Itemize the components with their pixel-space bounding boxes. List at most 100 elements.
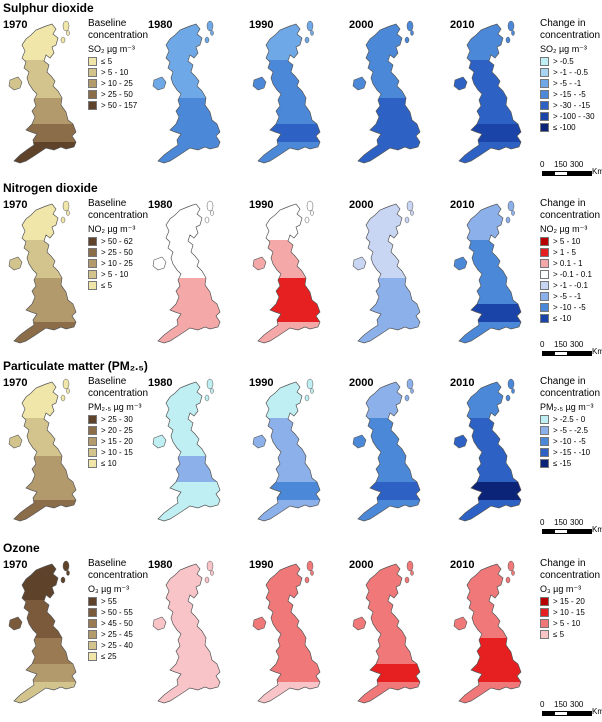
map-region-3 <box>14 304 76 322</box>
scale-unit: Km <box>592 347 602 356</box>
scale-tick: 150 <box>554 700 568 709</box>
scale-tick: 300 <box>570 518 584 527</box>
change-legend-item: ≤ -10 <box>540 313 592 324</box>
scale-bar: 0 150 300 Km <box>540 160 602 180</box>
island-2 <box>66 388 70 394</box>
section-title: Nitrogen dioxide <box>3 181 98 195</box>
map-region-2 <box>358 98 420 124</box>
map-1970 <box>8 560 77 704</box>
northern-ireland <box>8 256 23 271</box>
island-0 <box>206 378 214 390</box>
year-label: 1990 <box>249 377 274 389</box>
island-0 <box>62 200 70 212</box>
change-legend-swatch <box>540 597 549 606</box>
change-legend-item: > 0.1 - 1 <box>540 258 592 269</box>
change-legend-swatch <box>540 281 549 290</box>
scale-bar-graphic <box>542 711 592 716</box>
baseline-legend-heading-line: Baseline <box>88 376 127 387</box>
change-legend-item: > -30 - -15 <box>540 100 595 111</box>
northern-ireland <box>152 616 167 631</box>
year-label: 2000 <box>349 559 374 571</box>
island-1 <box>60 394 66 402</box>
baseline-legend-label: > 20 - 25 <box>101 426 133 435</box>
island-2 <box>210 30 214 36</box>
island-0 <box>507 560 515 572</box>
baseline-legend-swatch <box>88 259 97 268</box>
change-legend-item: > -5 - -1 <box>540 291 592 302</box>
change-legend-heading-line: Change in <box>540 376 586 387</box>
baseline-legend-label: ≤ 10 <box>101 459 117 468</box>
year-label: 1970 <box>3 19 28 31</box>
baseline-legend-label: > 5 - 10 <box>101 270 129 279</box>
map-region-2 <box>158 638 220 664</box>
northern-ireland <box>252 434 267 449</box>
map-region-4 <box>14 682 76 703</box>
island-2 <box>410 570 414 576</box>
change-legend-swatch <box>540 57 549 66</box>
map-2000 <box>352 560 421 704</box>
baseline-legend-item: > 25 - 50 <box>88 247 133 258</box>
coastline <box>357 23 421 164</box>
northern-ireland <box>453 434 468 449</box>
change-legend-label: > 15 - 20 <box>553 597 585 606</box>
change-legend-item: > -1 - -0.1 <box>540 280 592 291</box>
change-legend-label: > -2.5 - 0 <box>553 415 586 424</box>
baseline-legend-heading-line: concentration <box>88 570 149 581</box>
coastline <box>13 203 77 344</box>
map-region-2 <box>14 456 76 482</box>
year-label: 1980 <box>148 559 173 571</box>
change-legend-item: > -10 - -5 <box>540 436 590 447</box>
coastline <box>157 381 221 522</box>
year-label: 1990 <box>249 199 274 211</box>
change-legend-label: > 1 - 5 <box>553 248 576 257</box>
change-legend-list: > 15 - 20 > 10 - 15 > 5 - 10 ≤ 5 <box>540 596 585 640</box>
island-2 <box>66 30 70 36</box>
baseline-legend-item: > 45 - 50 <box>88 618 133 629</box>
island-0 <box>406 200 414 212</box>
baseline-legend-label: > 25 - 30 <box>101 415 133 424</box>
baseline-legend-heading-line: Baseline <box>88 198 127 209</box>
change-legend-label: > 5 - 10 <box>553 619 581 628</box>
change-legend-label: ≤ -100 <box>553 123 576 132</box>
island-0 <box>306 378 314 390</box>
year-label: 2000 <box>349 377 374 389</box>
change-legend-label: > 0.1 - 1 <box>553 259 583 268</box>
island-1 <box>60 576 66 584</box>
island-1 <box>404 394 410 402</box>
island-2 <box>410 210 414 216</box>
baseline-legend-unit: NO₂ µg m⁻³ <box>88 224 136 234</box>
map-region-3 <box>258 482 320 500</box>
map-1980 <box>152 200 221 344</box>
coastline <box>357 563 421 704</box>
baseline-legend-label: > 10 - 25 <box>101 79 133 88</box>
island-0 <box>206 20 214 32</box>
change-legend-label: ≤ -15 <box>553 459 572 468</box>
baseline-legend-label: > 10 - 25 <box>101 259 133 268</box>
baseline-legend-heading-line: concentration <box>88 30 149 41</box>
island-2 <box>511 30 515 36</box>
map-region-4 <box>459 142 521 163</box>
map-region-4 <box>358 322 420 343</box>
map-1970 <box>8 20 77 164</box>
coastline <box>13 381 77 522</box>
baseline-legend-heading: Baseline concentration <box>88 376 148 400</box>
baseline-legend-item: > 50 - 157 <box>88 100 137 111</box>
change-legend-swatch <box>540 259 549 268</box>
change-legend-label: > -5 - -1 <box>553 79 582 88</box>
island-1 <box>204 576 210 584</box>
change-legend-label: > -30 - -15 <box>553 101 591 110</box>
change-legend-item: > 1 - 5 <box>540 247 592 258</box>
year-label: 1980 <box>148 377 173 389</box>
section-title: Sulphur dioxide <box>3 1 94 15</box>
change-legend-swatch <box>540 123 549 132</box>
baseline-legend-swatch <box>88 79 97 88</box>
map-region-4 <box>258 322 320 343</box>
island-1 <box>304 216 310 224</box>
map-region-4 <box>14 142 76 163</box>
scale-tick: 150 <box>554 160 568 169</box>
scale-bar: 0 150 300 Km <box>540 340 602 360</box>
change-legend-label: > -15 - -10 <box>553 448 591 457</box>
coastline <box>157 23 221 164</box>
change-legend-label: > -15 - -5 <box>553 90 586 99</box>
map-region-3 <box>258 304 320 322</box>
